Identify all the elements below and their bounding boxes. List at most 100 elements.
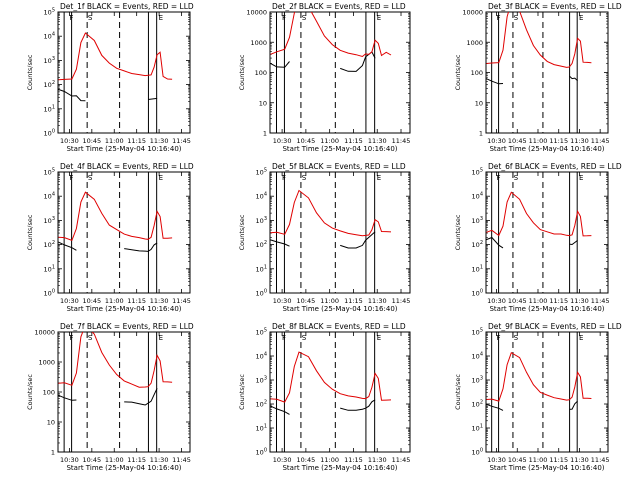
interval-marker-label: F — [69, 174, 73, 182]
y-axis-label: Counts/sec — [26, 374, 34, 410]
y-tick-label: 101 — [256, 424, 267, 433]
y-tick-label: 105 — [472, 168, 483, 177]
y-tick-label: 103 — [256, 376, 267, 385]
interval-marker-label: E — [377, 14, 381, 22]
y-axis-label: Counts/sec — [238, 374, 246, 410]
x-tick-label: 11:15 — [344, 456, 363, 464]
series-lld-line — [270, 351, 392, 403]
y-tick-label: 1000 — [250, 39, 267, 47]
y-tick-label: 102 — [472, 240, 483, 249]
y-tick-label: 105 — [256, 168, 267, 177]
y-tick-label: 101 — [472, 264, 483, 273]
x-tick-label: 11:45 — [591, 456, 610, 464]
interval-marker-label: F — [497, 14, 501, 22]
y-tick-label: 103 — [472, 216, 483, 225]
interval-marker-label: S — [302, 14, 307, 22]
panel-title: Det_6f BLACK = Events, RED = LLD — [488, 162, 622, 171]
series-lld-line — [486, 12, 592, 68]
x-axis-label: Start Time (25-May-04 10:16:40) — [489, 145, 604, 153]
plot-frame — [57, 331, 191, 453]
x-tick-label: 11:15 — [344, 137, 363, 145]
x-axis-label: Start Time (25-May-04 10:16:40) — [282, 464, 397, 472]
interval-marker-label: S — [302, 174, 307, 182]
x-tick-label: 10:45 — [508, 456, 527, 464]
y-tick-label: 10000 — [246, 9, 267, 17]
series-lld-line — [270, 12, 392, 58]
x-tick-label: 11:00 — [529, 456, 548, 464]
x-axis-label: Start Time (25-May-04 10:16:40) — [489, 464, 604, 472]
x-tick-label: 11:30 — [570, 137, 589, 145]
x-tick-label: 10:45 — [297, 137, 316, 145]
x-tick-label: 11:30 — [570, 456, 589, 464]
x-tick-label: 11:00 — [529, 297, 548, 305]
y-tick-label: 104 — [256, 192, 267, 201]
y-tick-label: 104 — [44, 32, 55, 41]
x-tick-label: 11:15 — [549, 137, 568, 145]
y-axis-label: Counts/sec — [238, 54, 246, 90]
panel-title: Det_2f BLACK = Events, RED = LLD — [272, 2, 406, 11]
interval-marker-label: F — [282, 334, 286, 342]
x-tick-label: 10:30 — [487, 137, 506, 145]
y-axis-label: Counts/sec — [454, 374, 462, 410]
y-tick-label: 101 — [256, 264, 267, 273]
y-tick-label: 10 — [475, 99, 483, 107]
y-tick-label: 105 — [44, 168, 55, 177]
series-events-line — [486, 236, 578, 249]
plot-frame — [269, 171, 411, 294]
panel-det-2: Det_2f BLACK = Events, RED = LLD 1 10 100 10… — [238, 2, 411, 153]
plot-frame — [269, 331, 411, 453]
plot-frame — [485, 331, 609, 453]
x-tick-label: 10:45 — [508, 297, 527, 305]
interval-marker-label: E — [579, 334, 583, 342]
y-tick-label: 100 — [472, 448, 483, 457]
x-axis-label: Start Time (25-May-04 10:16:40) — [66, 464, 181, 472]
interval-marker-label: S — [302, 334, 307, 342]
panel-det-3: Det_3f BLACK = Events, RED = LLD 1 10 100 10… — [454, 2, 622, 153]
series-lld-line — [58, 32, 173, 81]
x-tick-label: 11:30 — [570, 297, 589, 305]
interval-marker-label: E — [377, 334, 381, 342]
interval-marker-label: E — [377, 174, 381, 182]
x-tick-label: 10:30 — [487, 456, 506, 464]
y-tick-label: 1 — [51, 449, 55, 457]
interval-marker-label: F — [282, 174, 286, 182]
interval-marker-label: S — [514, 334, 519, 342]
interval-marker-label: S — [88, 174, 93, 182]
y-tick-label: 10 — [259, 99, 267, 107]
x-tick-label: 10:30 — [487, 297, 506, 305]
interval-marker-label: E — [159, 174, 163, 182]
y-tick-label: 100 — [471, 69, 483, 77]
y-tick-label: 100 — [44, 289, 55, 298]
interval-marker-label: F — [497, 174, 501, 182]
series-lld-line — [486, 191, 592, 237]
y-tick-label: 100 — [256, 448, 267, 457]
y-tick-label: 100 — [256, 289, 267, 298]
x-tick-label: 11:15 — [549, 297, 568, 305]
series-events-line — [270, 231, 376, 249]
panel-title: Det_9f BLACK = Events, RED = LLD — [488, 322, 622, 331]
y-tick-label: 105 — [472, 328, 483, 337]
x-tick-label: 11:30 — [368, 137, 387, 145]
x-tick-label: 11:00 — [529, 137, 548, 145]
x-tick-label: 11:00 — [320, 456, 339, 464]
x-tick-label: 11:30 — [150, 297, 169, 305]
series-events-line — [486, 400, 578, 411]
series-events-line — [58, 241, 158, 252]
y-axis-label: Counts/sec — [26, 214, 34, 250]
y-axis-label: Counts/sec — [454, 54, 462, 90]
x-tick-label: 11:45 — [172, 456, 191, 464]
x-tick-label: 11:15 — [127, 456, 146, 464]
y-tick-label: 105 — [44, 8, 55, 17]
interval-marker-label: F — [497, 334, 501, 342]
plot-frame — [485, 11, 609, 134]
y-axis-label: Counts/sec — [26, 54, 34, 90]
interval-marker-label: F — [282, 14, 286, 22]
panel-det-4: Det_4f BLACK = Events, RED = LLD 100 101 10… — [26, 162, 194, 313]
x-tick-label: 11:45 — [392, 137, 411, 145]
series-lld-line — [270, 189, 392, 237]
x-tick-label: 11:00 — [320, 297, 339, 305]
panel-det-6: Det_6f BLACK = Events, RED = LLD 100 101 10… — [454, 162, 622, 313]
y-tick-label: 103 — [44, 216, 55, 225]
y-tick-label: 10000 — [34, 329, 55, 337]
x-tick-label: 11:00 — [105, 456, 124, 464]
